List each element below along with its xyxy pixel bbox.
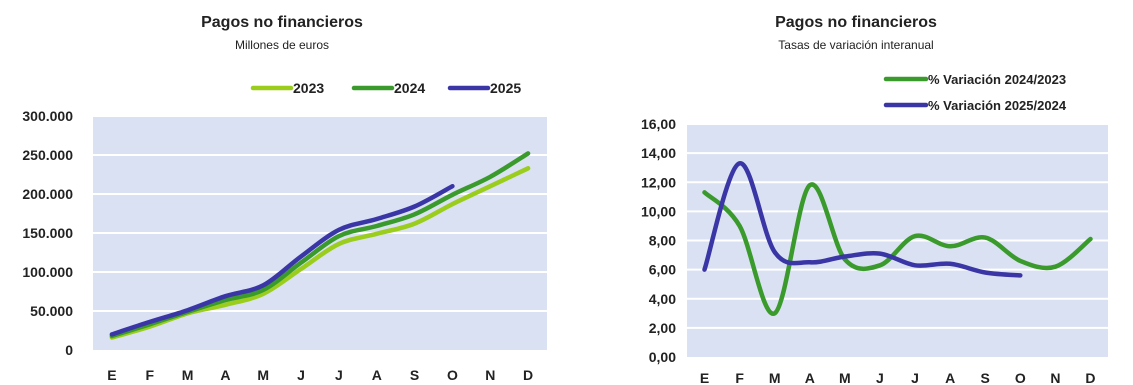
chart-rates: Pagos no financieros Tasas de variación … xyxy=(641,14,1108,385)
legend-label: 2024 xyxy=(394,80,425,96)
x-tick-label: S xyxy=(981,370,990,385)
x-tick-label: S xyxy=(410,367,419,383)
x-tick-label: O xyxy=(447,367,458,383)
y-tick-label: 200.000 xyxy=(22,186,73,202)
y-tick-label: 250.000 xyxy=(22,147,73,163)
x-tick-label: F xyxy=(145,367,154,383)
y-tick-label: 0,00 xyxy=(649,349,676,365)
x-tick-label: J xyxy=(911,370,919,385)
x-tick-label: M xyxy=(182,367,194,383)
x-tick-label: O xyxy=(1015,370,1026,385)
chart-panel-rates: Pagos no financieros Tasas de variación … xyxy=(566,0,1133,385)
y-tick-label: 300.000 xyxy=(22,108,73,124)
y-tick-label: 16,00 xyxy=(641,116,676,132)
chart-subtitle: Millones de euros xyxy=(235,38,329,52)
y-tick-label: 12,00 xyxy=(641,174,676,190)
series-line xyxy=(702,161,1023,278)
y-tick-label: 100.000 xyxy=(22,264,73,280)
x-tick-label: M xyxy=(839,370,851,385)
x-tick-label: J xyxy=(335,367,343,383)
x-tick-label: J xyxy=(876,370,884,385)
x-tick-label: A xyxy=(945,370,955,385)
x-tick-label: A xyxy=(372,367,382,383)
x-tick-label: N xyxy=(1050,370,1060,385)
x-tick-label: J xyxy=(297,367,305,383)
x-tick-label: A xyxy=(220,367,230,383)
y-tick-label: 14,00 xyxy=(641,145,676,161)
chart-subtitle: Tasas de variación interanual xyxy=(778,38,933,52)
legend-label: 2025 xyxy=(490,80,521,96)
x-tick-label: E xyxy=(107,367,116,383)
y-tick-label: 0 xyxy=(65,342,73,358)
y-tick-label: 10,00 xyxy=(641,203,676,219)
x-tick-label: A xyxy=(805,370,815,385)
y-tick-label: 50.000 xyxy=(30,303,73,319)
x-tick-label: D xyxy=(1085,370,1095,385)
legend-label: % Variación 2025/2024 xyxy=(928,98,1067,113)
x-tick-label: F xyxy=(735,370,744,385)
legend-label: 2023 xyxy=(293,80,324,96)
chart-panel-amounts: Pagos no financieros Millones de euros 0… xyxy=(0,0,566,385)
y-tick-label: 8,00 xyxy=(649,233,676,249)
chart-amounts: Pagos no financieros Millones de euros 0… xyxy=(22,14,547,383)
series-line xyxy=(702,182,1093,316)
y-tick-label: 2,00 xyxy=(649,320,676,336)
x-tick-label: D xyxy=(523,367,533,383)
chart-title: Pagos no financieros xyxy=(775,14,937,31)
x-tick-label: E xyxy=(700,370,709,385)
legend-label: % Variación 2024/2023 xyxy=(928,72,1066,87)
chart-title: Pagos no financieros xyxy=(201,14,363,31)
y-tick-label: 6,00 xyxy=(649,262,676,278)
x-tick-label: M xyxy=(769,370,781,385)
x-tick-label: N xyxy=(485,367,495,383)
y-tick-label: 4,00 xyxy=(649,291,676,307)
x-tick-label: M xyxy=(257,367,269,383)
y-tick-label: 150.000 xyxy=(22,225,73,241)
series-line xyxy=(109,183,455,337)
